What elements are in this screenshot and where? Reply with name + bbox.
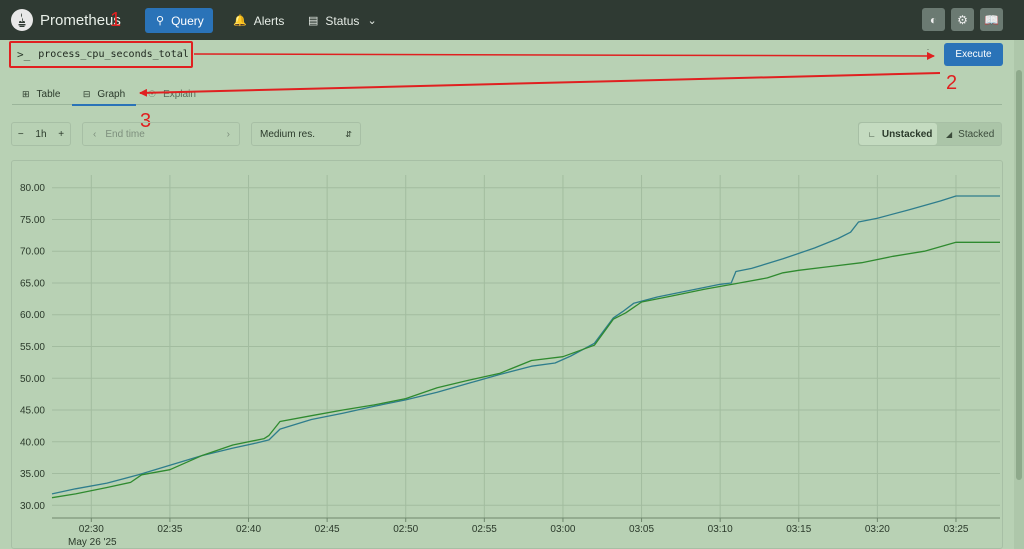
x-tick-label: 03:20 [865,524,890,535]
stacked-label: Stacked [958,128,995,140]
x-tick-label: 02:55 [472,524,497,535]
book-icon[interactable]: 📖 [980,8,1003,31]
chevron-updown-icon: ⇵ [345,129,352,139]
search-icon: ⚲ [156,15,165,27]
y-tick-label: 75.00 [20,215,45,226]
y-tick-label: 40.00 [20,437,45,448]
brand[interactable]: Prometheus [11,9,121,31]
annotation-arrow-to-graph [139,72,941,97]
range-decrease-button[interactable]: − [17,128,24,140]
y-tick-label: 55.00 [20,342,45,353]
terminal-prompt-icon: >_ [17,48,31,61]
resolution-value: Medium res. [260,128,316,140]
nav-status[interactable]: ▤ Status ⌄ [297,8,388,33]
nav-status-label: Status [325,13,360,28]
x-tick-label: 02:30 [79,524,104,535]
range-increase-button[interactable]: + [58,128,65,140]
scrollbar-thumb[interactable] [1016,70,1022,480]
prometheus-logo-icon [11,9,33,31]
unstacked-chart-icon: ∟ [868,129,876,139]
x-tick-label: 03:10 [708,524,733,535]
x-axis-date-label: May 26 '25 [68,537,117,548]
x-tick-label: 02:40 [236,524,261,535]
series-line-1 [51,195,1000,495]
annotation-3: 3 [140,110,152,132]
resolution-select[interactable]: Medium res. ⇵ [251,122,361,146]
page-scrollbar[interactable] [1014,40,1024,549]
chevron-left-icon[interactable]: ‹ [93,128,97,140]
bell-icon: 🔔 [233,15,247,27]
top-navbar: Prometheus ⚲ Query 🔔 Alerts ▤ Status ⌄ ◐… [0,0,1024,40]
nav-alerts-label: Alerts [253,13,285,28]
chevron-right-icon[interactable]: › [226,128,230,140]
x-tick-label: 03:15 [786,524,811,535]
nav-query-label: Query [171,13,204,28]
tab-graph-label: Graph [97,88,126,100]
graph-icon: ⊟ [82,88,91,99]
server-icon: ▤ [308,15,319,27]
unstacked-label: Unstacked [881,128,933,140]
annotation-2: 2 [946,72,958,94]
stacking-toggle: ∟ Unstacked ◢ Stacked [858,122,1002,146]
y-tick-label: 60.00 [20,310,45,321]
tab-table-label: Table [36,88,61,100]
query-expression-input[interactable]: >_ process_cpu_seconds_total [9,41,193,68]
end-time-control: ‹ End time › [82,122,240,146]
tab-graph[interactable]: ⊟ Graph [72,84,136,106]
y-tick-label: 70.00 [20,247,45,258]
y-tick-label: 45.00 [20,406,45,417]
x-tick-label: 03:25 [943,524,968,535]
gear-icon[interactable]: ⚙ [951,8,974,31]
x-tick-label: 03:00 [550,524,575,535]
y-tick-label: 30.00 [20,501,45,512]
theme-toggle-icon[interactable]: ◐ [922,8,945,31]
tab-explain-label: Explain [163,88,196,100]
annotation-1: 1 [110,9,122,31]
y-tick-label: 35.00 [20,469,45,480]
end-time-input[interactable]: End time [105,128,145,140]
table-icon: ⊞ [22,88,30,99]
nav-alerts[interactable]: 🔔 Alerts [222,8,295,33]
stacked-chart-icon: ◢ [946,129,953,139]
x-tick-label: 02:45 [315,524,340,535]
range-value[interactable]: 1h [35,128,47,140]
y-tick-label: 50.00 [20,374,45,385]
query-expression-text: process_cpu_seconds_total [38,49,189,60]
stacked-button[interactable]: ◢ Stacked [937,123,1001,145]
unstacked-button[interactable]: ∟ Unstacked [859,123,937,145]
annotation-arrow-to-execute [193,51,935,60]
y-tick-label: 65.00 [20,278,45,289]
chevron-down-icon: ⌄ [367,15,377,27]
execute-button[interactable]: Execute [944,43,1003,66]
tabs-divider [12,104,1002,105]
x-tick-label: 02:50 [393,524,418,535]
y-tick-label: 80.00 [20,183,45,194]
brand-name: Prometheus [40,11,121,29]
x-tick-label: 03:05 [629,524,654,535]
nav-query[interactable]: ⚲ Query [145,8,213,33]
series-line-2 [51,241,1000,499]
x-tick-label: 02:35 [157,524,182,535]
range-control: − 1h + [11,122,71,146]
tab-table[interactable]: ⊞ Table [22,84,60,104]
